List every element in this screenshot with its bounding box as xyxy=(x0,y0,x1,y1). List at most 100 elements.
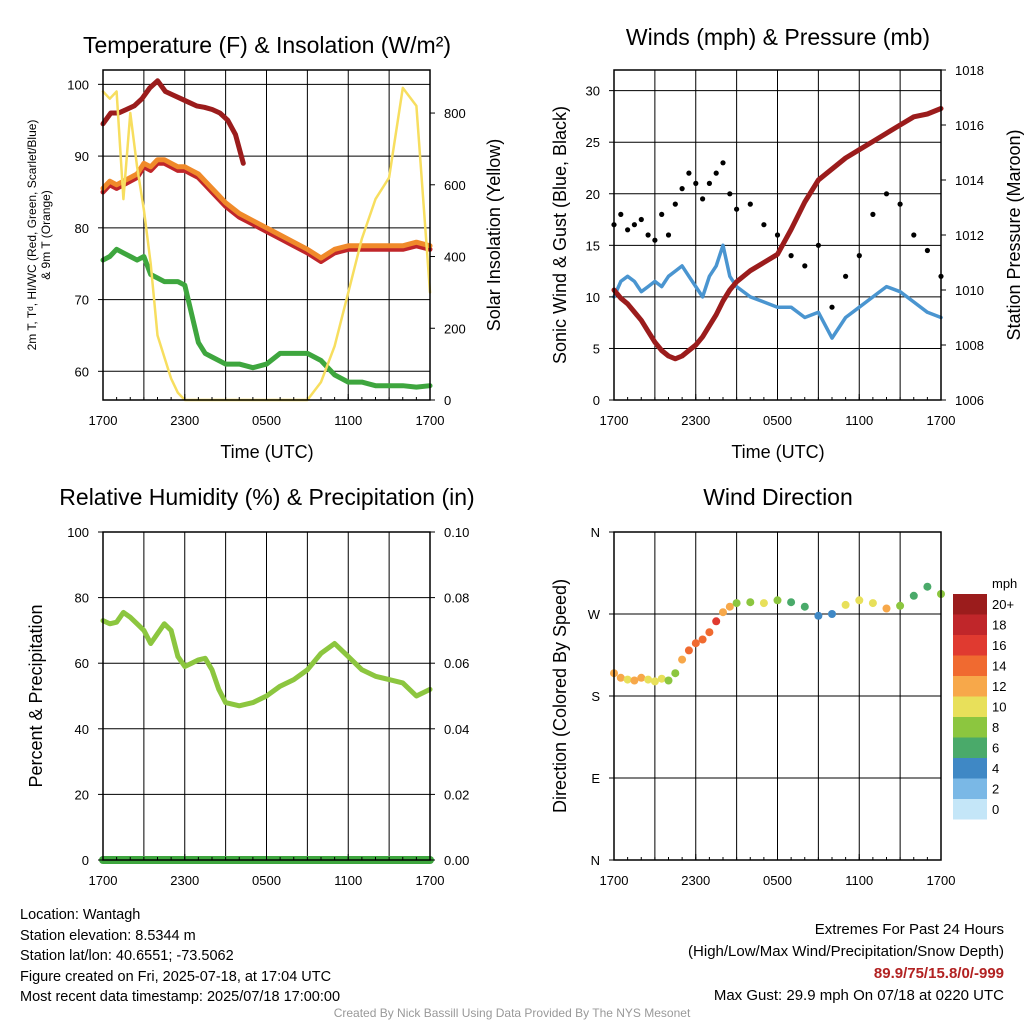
extremes-box: Extremes For Past 24 Hours (High/Low/Max… xyxy=(688,919,1004,1007)
direction-series xyxy=(610,582,945,686)
direction-point xyxy=(759,599,768,608)
y-right-tick-label: 0.04 xyxy=(444,722,469,737)
speed-legend-unit: mph xyxy=(992,576,1017,591)
x-tick-label: 1100 xyxy=(845,413,873,428)
y-tick-label: N xyxy=(591,853,600,868)
y-right-tick-label: 1014 xyxy=(955,173,984,188)
x-tick-label: 1100 xyxy=(334,873,362,888)
speed-legend-swatch xyxy=(953,696,987,717)
speed-legend-swatch xyxy=(953,717,987,738)
direction-grid xyxy=(614,532,941,860)
credit-line: Created By Nick Bassill Using Data Provi… xyxy=(333,1006,691,1020)
station-latlon: Station lat/lon: 40.6551; -73.5062 xyxy=(20,948,234,964)
station-pressure-line xyxy=(611,106,944,362)
temperature-x-axis-label: Time (UTC) xyxy=(220,442,313,462)
temperature-ticks: 1700 2300 0500 1100 1700 60 70 80 90 100 0 200 400 60… xyxy=(67,77,465,428)
gust-point xyxy=(686,170,692,176)
direction-point xyxy=(616,673,625,682)
station-info: Location: Wantagh Station elevation: 8.5… xyxy=(20,905,340,1008)
direction-point xyxy=(664,676,673,685)
speed-legend-label: 10 xyxy=(992,700,1006,715)
humidity-panel-title: Relative Humidity (%) & Precipitation (i… xyxy=(59,484,474,510)
direction-point xyxy=(684,646,693,655)
direction-point xyxy=(800,602,809,611)
humidity-ticks: 1700 2300 0500 1100 17000204060801000.000.02… xyxy=(67,525,469,888)
gust-point xyxy=(829,304,835,310)
x-tick-label: 2300 xyxy=(170,873,199,888)
x-tick-label: 1100 xyxy=(845,873,873,888)
speed-legend-swatch xyxy=(953,594,987,615)
y-right-tick-label: 0.06 xyxy=(444,656,469,671)
x-tick-label: 0500 xyxy=(763,873,792,888)
extremes-subheading: (High/Low/Max Wind/Precipitation/Snow De… xyxy=(688,943,1004,960)
winds-series xyxy=(611,106,944,362)
gust-point xyxy=(802,263,808,269)
y-tick-label: 60 xyxy=(75,364,89,379)
gust-point xyxy=(883,191,890,197)
speed-legend-swatch xyxy=(953,737,987,758)
direction-point xyxy=(657,674,666,683)
direction-point xyxy=(691,639,700,648)
y-tick-label: E xyxy=(591,771,600,786)
direction-point xyxy=(650,677,659,686)
9m-t-line xyxy=(100,157,433,261)
y-tick-label: 90 xyxy=(75,149,89,164)
speed-legend-label: 18 xyxy=(992,618,1006,633)
max-gust: Max Gust: 29.9 mph On 07/18 at 0220 UTC xyxy=(713,987,1004,1004)
temperature-left-axis-label-line1: 2m T, Tᵈ, HI/WC (Red, Green, Scarlet/Blu… xyxy=(25,120,39,351)
gust-point xyxy=(659,211,665,217)
direction-point xyxy=(712,617,721,626)
direction-panel: Wind Direction 1700 2300 0500 1100 1700NESWN… xyxy=(550,484,1017,888)
station-location: Location: Wantagh xyxy=(20,907,141,923)
relative-humidity-line xyxy=(100,609,433,709)
gust-point xyxy=(679,186,685,192)
y-tick-label: 80 xyxy=(75,221,89,236)
direction-point xyxy=(678,655,687,664)
gust-point xyxy=(645,232,651,238)
direction-point xyxy=(732,599,741,608)
direction-point xyxy=(705,628,714,637)
speed-legend-swatch xyxy=(953,758,987,779)
speed-legend-swatch xyxy=(953,676,987,697)
x-tick-label: 1700 xyxy=(927,873,956,888)
x-tick-label: 2300 xyxy=(681,413,710,428)
y-tick-label: 20 xyxy=(586,187,600,202)
winds-right-axis-label: Station Pressure (Maroon) xyxy=(1004,129,1024,340)
gust-point xyxy=(856,253,862,259)
gust-point xyxy=(843,273,849,279)
gust-point xyxy=(788,253,794,259)
y-tick-label: 0 xyxy=(82,853,89,868)
y-tick-label: 60 xyxy=(75,656,89,671)
direction-point xyxy=(698,635,707,644)
y-right-tick-label: 1006 xyxy=(955,393,984,408)
direction-panel-title: Wind Direction xyxy=(703,484,853,510)
speed-legend-swatch xyxy=(953,635,987,656)
x-tick-label: 1700 xyxy=(600,873,629,888)
gust-point xyxy=(720,160,726,166)
direction-point xyxy=(746,598,755,607)
figure-created: Figure created on Fri, 2025-07-18, at 17… xyxy=(20,968,332,985)
y-tick-label: 10 xyxy=(586,290,600,305)
humidity-left-axis-label: Percent & Precipitation xyxy=(26,604,46,787)
gust-point xyxy=(924,247,931,254)
gust-point xyxy=(815,242,822,248)
gust-point xyxy=(870,211,876,217)
speed-legend-label: 0 xyxy=(992,802,999,817)
winds-ticks: 1700 2300 0500 1100 170005101520253010061008… xyxy=(586,63,984,428)
x-tick-label: 1700 xyxy=(600,413,629,428)
temperature-left-axis-label-line2: & 9m T (Orange) xyxy=(39,190,53,280)
y-tick-label: 0 xyxy=(593,393,600,408)
winds-panel-title: Winds (mph) & Pressure (mb) xyxy=(626,24,930,50)
gust-point xyxy=(693,180,699,186)
winds-panel: Winds (mph) & Pressure (mb) 1700 2300 0500… xyxy=(550,24,1024,462)
gust-point xyxy=(774,232,781,238)
y-tick-label: 5 xyxy=(593,341,600,356)
gust-point xyxy=(734,206,740,212)
y-tick-label: 80 xyxy=(75,591,89,606)
direction-point xyxy=(630,676,639,685)
direction-point xyxy=(923,582,932,591)
y-tick-label: 30 xyxy=(586,84,600,99)
y-tick-label: 20 xyxy=(75,787,89,802)
y-right-tick-label: 0.00 xyxy=(444,853,469,868)
